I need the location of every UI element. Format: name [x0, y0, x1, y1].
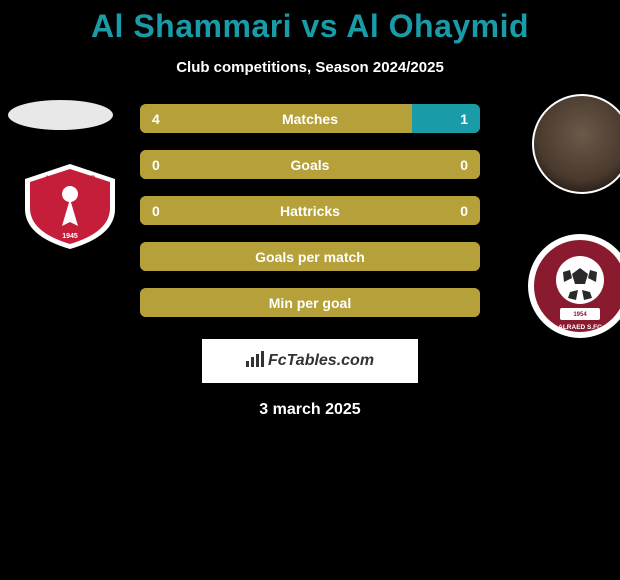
- stat-left-value: 4: [152, 111, 160, 127]
- player-right-avatar: [532, 94, 620, 194]
- watermark-label: FcTables.com: [268, 352, 374, 370]
- season-subtitle: Club competitions, Season 2024/2025: [0, 59, 620, 76]
- stat-row-content: 4Matches1: [140, 104, 480, 133]
- stat-rows: 4Matches10Goals00Hattricks0Goals per mat…: [140, 104, 480, 317]
- club-left-badge: AL WEHDA CLUB 1945: [20, 164, 120, 249]
- comparison-date: 3 march 2025: [0, 401, 620, 419]
- stat-row: Goals per match: [140, 242, 480, 271]
- stat-row-content: Min per goal: [140, 288, 480, 317]
- stats-area: AL WEHDA CLUB 1945 1954 ALRAED S.FC 4Mat…: [0, 104, 620, 419]
- stat-row-content: 0Goals0: [140, 150, 480, 179]
- player-left-avatar: [8, 100, 113, 130]
- stat-right-value: 0: [460, 203, 468, 219]
- stat-left-value: 0: [152, 157, 160, 173]
- watermark: FcTables.com: [202, 339, 418, 383]
- stat-row-content: 0Hattricks0: [140, 196, 480, 225]
- stat-row: 0Goals0: [140, 150, 480, 179]
- club-right-badge: 1954 ALRAED S.FC: [528, 234, 620, 338]
- badge-right-bottom-label: ALRAED S.FC: [558, 324, 602, 331]
- chart-icon: [246, 351, 264, 372]
- stat-label: Goals: [140, 157, 480, 173]
- stat-label: Matches: [140, 111, 480, 127]
- stat-row: 0Hattricks0: [140, 196, 480, 225]
- stat-left-value: 0: [152, 203, 160, 219]
- stat-row: Min per goal: [140, 288, 480, 317]
- stat-row-content: Goals per match: [140, 242, 480, 271]
- stat-right-value: 0: [460, 157, 468, 173]
- stat-label: Min per goal: [140, 295, 480, 311]
- badge-left-top-label: AL WEHDA CLUB: [45, 176, 96, 182]
- comparison-title: Al Shammari vs Al Ohaymid: [0, 8, 620, 45]
- stat-label: Goals per match: [140, 249, 480, 265]
- badge-left-year: 1945: [62, 233, 78, 240]
- stat-right-value: 1: [460, 111, 468, 127]
- badge-right-year: 1954: [573, 312, 587, 318]
- stat-row: 4Matches1: [140, 104, 480, 133]
- stat-label: Hattricks: [140, 203, 480, 219]
